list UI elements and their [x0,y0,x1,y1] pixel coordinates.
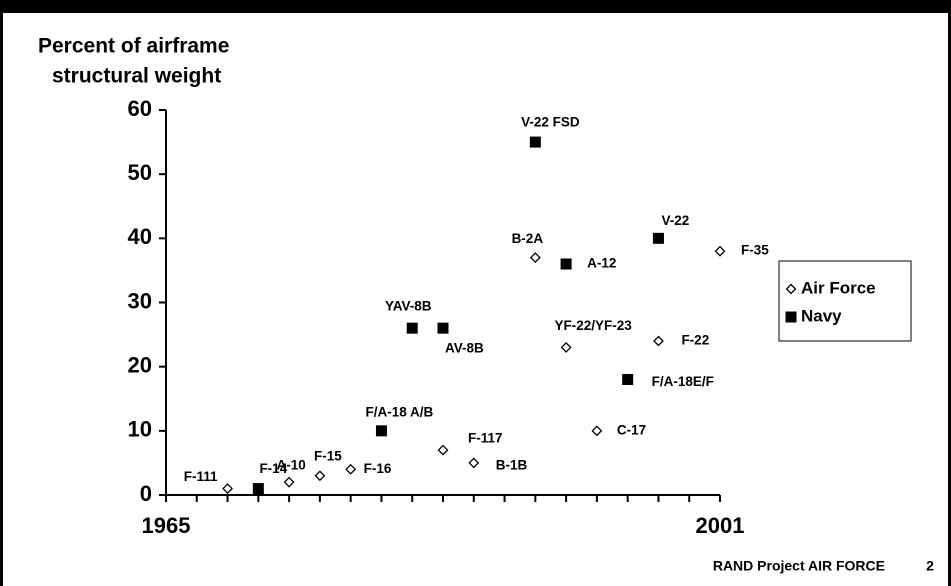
data-point [437,322,449,334]
legend-marker [785,311,797,323]
legend-box [778,260,912,342]
point-label: V-22 [661,213,689,228]
legend-label: Navy [801,306,842,325]
data-point [406,322,418,334]
page-number: 2 [926,558,934,574]
x-tick-label: 1965 [142,513,191,538]
point-label: A-10 [276,458,305,473]
point-label: V-22 FSD [521,115,580,130]
data-point [714,245,726,257]
y-tick-label: 40 [128,224,152,249]
y-axis-label: Percent of airframe [38,35,229,58]
y-tick-label: 10 [128,417,152,442]
data-point [560,258,572,270]
data-point [529,252,541,264]
data-point [653,335,664,347]
data-point [252,483,264,495]
data-point [314,470,326,482]
data-point [560,341,572,353]
data-point [222,483,233,495]
point-label: F-16 [364,461,392,476]
y-tick-label: 50 [128,160,152,185]
data-point [529,136,541,148]
data-point [375,425,387,437]
data-point [437,444,449,456]
x-tick-label: 2001 [696,513,745,538]
point-label: A-12 [587,256,616,271]
data-point [283,476,295,488]
point-label: F-22 [681,333,709,348]
data-point [622,374,634,385]
point-label: F-35 [741,243,769,258]
point-label: YAV-8B [385,299,432,314]
point-label: AV-8B [445,341,484,356]
point-label: F-15 [314,448,342,463]
y-axis-label: structural weight [52,65,221,88]
legend-label: Air Force [801,278,876,297]
y-tick-label: 60 [128,96,152,121]
point-label: YF-22/YF-23 [554,318,632,333]
right-border [948,0,951,586]
left-border [0,0,3,586]
point-label: F-117 [468,431,503,446]
data-point [591,425,603,437]
footer-organization: RAND Project AIR FORCE [713,558,885,574]
point-label: F/A-18E/F [652,374,714,389]
y-tick-label: 0 [140,481,152,506]
top-bar [0,0,951,13]
point-label: C-17 [617,422,646,437]
point-label: B-1B [496,457,528,472]
data-point [345,463,357,475]
y-tick-label: 20 [128,352,152,377]
legend-marker [785,283,797,295]
data-point [468,457,480,469]
point-label: F-111 [184,469,218,484]
point-label: B-2A [512,231,544,246]
y-tick-label: 30 [128,288,152,313]
data-point [652,232,664,244]
point-label: F/A-18 A/B [366,404,434,419]
point-label: F-14 [259,461,287,476]
